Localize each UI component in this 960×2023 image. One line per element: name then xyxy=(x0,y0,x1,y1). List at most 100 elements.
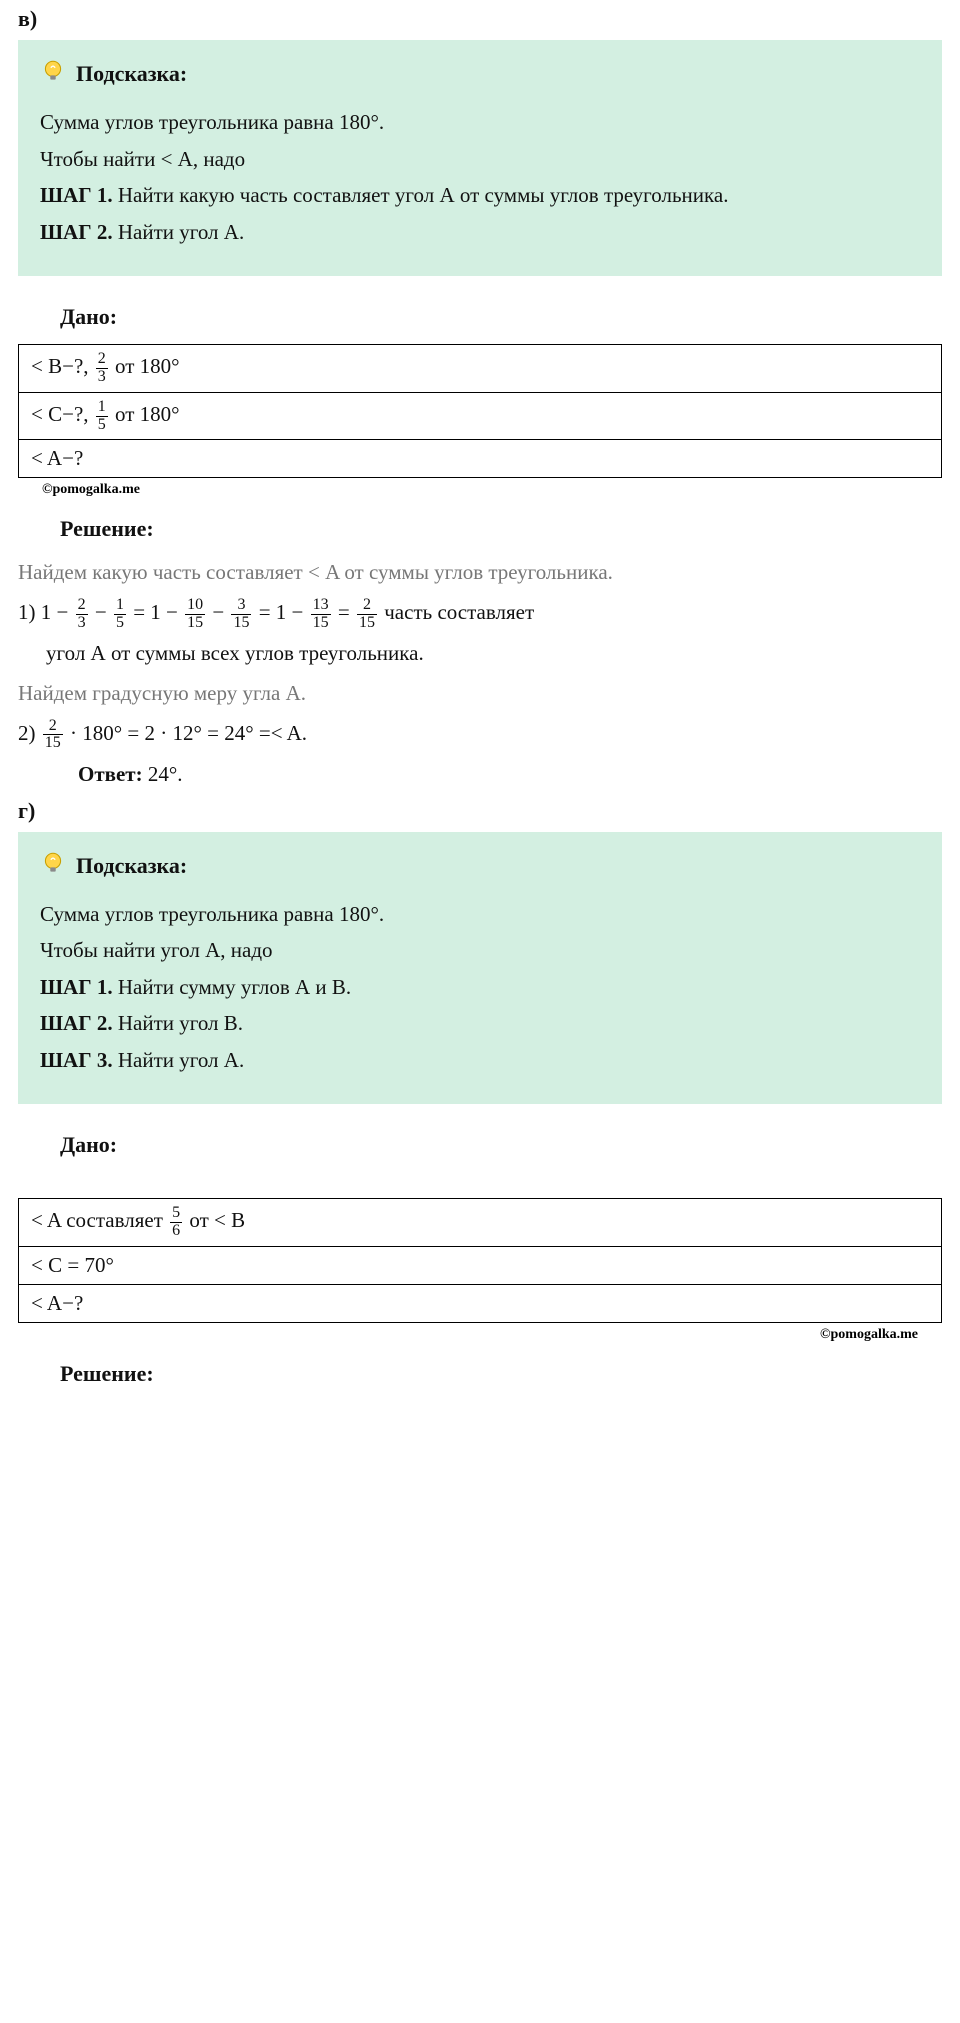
fraction: 56 xyxy=(170,1205,182,1240)
solution-title-v: Решение: xyxy=(60,516,942,542)
step1-text: Найти сумму углов А и В. xyxy=(113,975,352,999)
step2-text: Найти угол А. xyxy=(113,220,245,244)
fraction: 23 xyxy=(76,597,88,632)
text: · 180° = 2 · 12° = 24° =< A. xyxy=(65,721,307,745)
frac-den: 3 xyxy=(76,615,88,632)
hint-line1-b: 180°. xyxy=(339,110,384,134)
text: = xyxy=(333,600,355,624)
lightbulb-icon xyxy=(40,58,66,90)
part-label-v: в) xyxy=(18,6,942,32)
fraction: 215 xyxy=(357,597,377,632)
hint-step-2: ШАГ 2. Найти угол А. xyxy=(40,216,920,249)
hint-title-text: Подсказка: xyxy=(76,853,187,879)
hint-line1-a: Сумма углов треугольника равна xyxy=(40,902,339,926)
hint-line-1: Сумма углов треугольника равна 180°. xyxy=(40,106,920,139)
frac-num: 2 xyxy=(76,597,88,615)
text: 1 − xyxy=(41,600,74,624)
frac-num: 2 xyxy=(357,597,377,615)
table-row: < A−? xyxy=(19,1285,942,1323)
text: = 1 − xyxy=(253,600,308,624)
solution-mid: Найдем градусную меру угла А. xyxy=(18,677,942,711)
hint-body-v: Сумма углов треугольника равна 180°. Что… xyxy=(40,106,920,248)
fraction: 15 xyxy=(96,399,108,434)
hint-title-g: Подсказка: xyxy=(40,850,920,882)
hint-line2-c: , надо xyxy=(193,147,245,171)
frac-num: 2 xyxy=(96,351,108,369)
answer-value: 24°. xyxy=(143,762,183,786)
hint-line1-b: 180°. xyxy=(339,902,384,926)
cell-text: < B−?, xyxy=(31,354,94,378)
cell-text: < A−? xyxy=(19,1285,942,1323)
answer-line: Ответ: 24°. xyxy=(78,758,942,792)
watermark: ©pomogalka.me xyxy=(42,1327,918,1343)
table-row: < A составляет 56 от < B xyxy=(19,1199,942,1247)
fraction: 23 xyxy=(96,351,108,386)
solution-step-2: 2) 215 · 180° = 2 · 12° = 24° =< A. xyxy=(18,717,942,752)
given-table-g: < A составляет 56 от < B < C = 70° < A−? xyxy=(18,1198,942,1323)
table-row: < B−?, 23 от 180° xyxy=(19,345,942,393)
step-prefix: 1) xyxy=(18,600,41,624)
frac-den: 6 xyxy=(170,1223,182,1240)
step2-label: ШАГ 2. xyxy=(40,220,113,244)
solution-step-1-line2: угол А от суммы всех углов треугольника. xyxy=(46,637,942,671)
step-prefix: 2) xyxy=(18,721,41,745)
step1-text: Найти какую часть составляет угол А от с… xyxy=(113,183,729,207)
fraction: 315 xyxy=(231,597,251,632)
frac-num: 10 xyxy=(185,597,205,615)
fraction: 1015 xyxy=(185,597,205,632)
frac-num: 2 xyxy=(43,718,63,736)
frac-den: 15 xyxy=(311,615,331,632)
frac-den: 15 xyxy=(231,615,251,632)
watermark: ©pomogalka.me xyxy=(42,482,942,498)
frac-num: 3 xyxy=(231,597,251,615)
table-row: < A−? xyxy=(19,440,942,478)
hint-box-g: Подсказка: Сумма углов треугольника равн… xyxy=(18,832,942,1105)
step2-text: Найти угол В. xyxy=(113,1011,243,1035)
hint-line1-a: Сумма углов треугольника равна xyxy=(40,110,339,134)
frac-num: 1 xyxy=(114,597,126,615)
frac-den: 3 xyxy=(96,369,108,386)
hint-title-text: Подсказка: xyxy=(76,61,187,87)
hint-line2-b: < A xyxy=(161,147,193,171)
cell-text: < A составляет xyxy=(31,1209,168,1233)
hint-line-2: Чтобы найти угол А, надо xyxy=(40,934,920,967)
step2-label: ШАГ 2. xyxy=(40,1011,113,1035)
step1-label: ШАГ 1. xyxy=(40,183,113,207)
hint-line2-a: Чтобы найти xyxy=(40,147,161,171)
hint-body-g: Сумма углов треугольника равна 180°. Что… xyxy=(40,898,920,1077)
frac-den: 5 xyxy=(96,417,108,434)
solution-intro: Найдем какую часть составляет < A от сум… xyxy=(18,556,942,590)
cell-text: от < B xyxy=(189,1209,245,1233)
cell-text: < A−? xyxy=(19,440,942,478)
hint-box-v: Подсказка: Сумма углов треугольника равн… xyxy=(18,40,942,276)
text: − xyxy=(90,600,112,624)
step3-label: ШАГ 3. xyxy=(40,1048,113,1072)
hint-step-1: ШАГ 1. Найти какую часть составляет угол… xyxy=(40,179,920,212)
frac-den: 15 xyxy=(357,615,377,632)
text: = 1 − xyxy=(128,600,183,624)
solution-body-v: Найдем какую часть составляет < A от сум… xyxy=(18,556,942,791)
frac-num: 1 xyxy=(96,399,108,417)
step1-label: ШАГ 1. xyxy=(40,975,113,999)
frac-den: 5 xyxy=(114,615,126,632)
hint-step-1: ШАГ 1. Найти сумму углов А и В. xyxy=(40,971,920,1004)
part-label-g: г) xyxy=(18,798,942,824)
frac-den: 15 xyxy=(43,735,63,752)
answer-label: Ответ: xyxy=(78,762,143,786)
cell-text: от 180° xyxy=(115,354,180,378)
solution-title-g: Решение: xyxy=(60,1361,942,1387)
hint-step-3: ШАГ 3. Найти угол А. xyxy=(40,1044,920,1077)
fraction: 215 xyxy=(43,718,63,753)
frac-num: 13 xyxy=(311,597,331,615)
fraction: 15 xyxy=(114,597,126,632)
solution-step-1: 1) 1 − 23 − 15 = 1 − 1015 − 315 = 1 − 13… xyxy=(18,596,942,631)
fraction: 1315 xyxy=(311,597,331,632)
hint-line-1: Сумма углов треугольника равна 180°. xyxy=(40,898,920,931)
hint-line-2: Чтобы найти < A, надо xyxy=(40,143,920,176)
cell-text: от 180° xyxy=(115,402,180,426)
text: часть составляет xyxy=(379,600,534,624)
lightbulb-icon xyxy=(40,850,66,882)
cell-text: < C−?, xyxy=(31,402,94,426)
given-table-v: < B−?, 23 от 180° < C−?, 15 от 180° < A−… xyxy=(18,344,942,478)
given-title-g: Дано: xyxy=(60,1132,942,1158)
